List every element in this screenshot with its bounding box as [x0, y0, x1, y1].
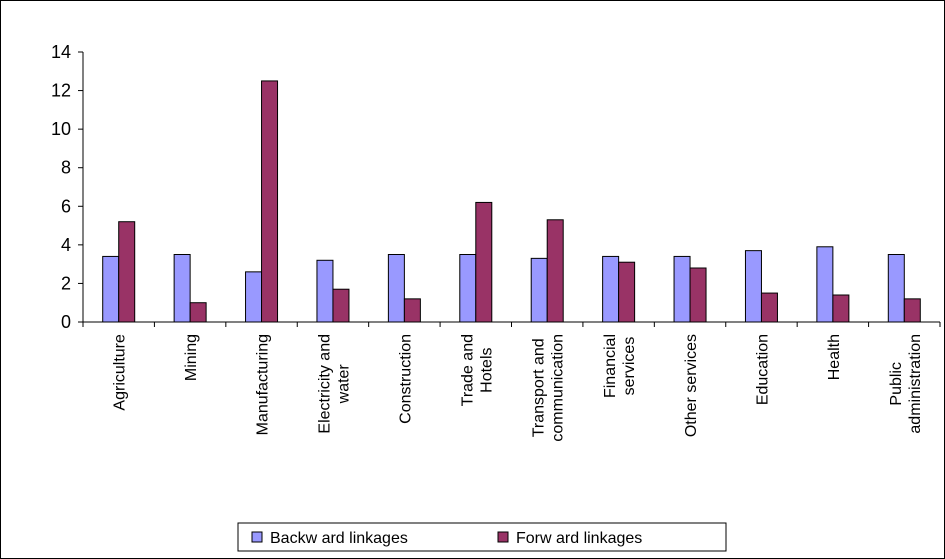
x-category-label: Construction: [397, 334, 414, 424]
y-tick-label: 10: [51, 119, 71, 139]
x-category-label: Transport and communication: [531, 334, 567, 442]
x-category-label: Public administration: [888, 334, 924, 434]
y-tick-label: 8: [61, 158, 71, 178]
backward-linkage-bar: [816, 246, 834, 323]
backward-linkage-bar: [245, 271, 263, 323]
forward-linkage-bar: [903, 298, 921, 323]
backward-linkage-bar: [316, 259, 334, 323]
x-category-label: Education: [754, 334, 771, 405]
y-tick-label: 0: [61, 312, 71, 332]
x-category-label-line: Mining: [183, 334, 200, 381]
forward-linkage-bar: [118, 221, 136, 323]
x-category-label-line: Health: [826, 334, 843, 380]
backward-linkage-bar: [459, 254, 477, 323]
forward-linkage-bar: [332, 288, 350, 323]
forward-linkage-bar: [618, 261, 636, 323]
backward-linkage-bar: [530, 257, 548, 323]
x-category-label-line: Hotels: [478, 347, 495, 392]
x-category-label-line: Trade and: [459, 334, 476, 406]
x-category-label: Manufacturing: [255, 334, 272, 435]
x-category-label: Other services: [683, 334, 700, 437]
forward-linkage-bar: [832, 294, 850, 323]
legend-label-forward: Forw ard linkages: [516, 530, 642, 547]
backward-linkage-bar: [102, 255, 120, 323]
x-category-label-line: administration: [907, 334, 924, 434]
backward-linkage-bar: [887, 254, 905, 323]
y-tick-label: 4: [61, 235, 71, 255]
x-category-label: Electricity and water: [316, 334, 352, 434]
legend-box: [237, 522, 727, 552]
backward-linkage-bar: [387, 254, 405, 323]
x-category-label-line: Manufacturing: [255, 334, 272, 435]
x-category-label-line: communication: [550, 334, 567, 442]
x-category-label-line: Public: [888, 362, 905, 406]
y-tick-label: 2: [61, 273, 71, 293]
x-category-label: Agriculture: [112, 334, 129, 411]
forward-linkage-bar: [689, 267, 707, 323]
forward-linkage-bar: [546, 219, 564, 323]
y-tick-label: 6: [61, 196, 71, 216]
x-category-label-line: Education: [754, 334, 771, 405]
x-category-label-line: water: [335, 364, 352, 405]
x-category-label: Mining: [183, 334, 200, 381]
x-category-label: Trade and Hotels: [459, 334, 495, 406]
forward-linkage-bar: [403, 298, 421, 323]
legend-swatch-backward: [251, 531, 263, 543]
x-category-label-line: Agriculture: [112, 334, 129, 411]
backward-linkage-bar: [744, 250, 762, 323]
x-category-label: Financial services: [602, 334, 638, 398]
x-category-label: Health: [826, 334, 843, 380]
backward-linkage-bar: [673, 255, 691, 323]
x-category-label-line: Financial: [602, 334, 619, 398]
forward-linkage-bar: [189, 302, 207, 323]
forward-linkage-bar: [760, 292, 778, 323]
x-category-label-line: Construction: [397, 334, 414, 424]
legend-label-backward: Backw ard linkages: [270, 530, 408, 547]
backward-linkage-bar: [173, 254, 191, 323]
x-category-label-line: Other services: [683, 334, 700, 437]
x-category-label-line: services: [621, 337, 638, 396]
backward-linkage-bar: [602, 255, 620, 323]
y-tick-label: 14: [51, 42, 71, 62]
forward-linkage-bar: [475, 201, 493, 323]
legend-swatch-forward: [497, 531, 509, 543]
x-category-label-line: Electricity and: [316, 334, 333, 434]
x-category-label-line: Transport and: [531, 338, 548, 437]
y-tick-label: 12: [51, 81, 71, 101]
forward-linkage-bar: [261, 80, 279, 323]
